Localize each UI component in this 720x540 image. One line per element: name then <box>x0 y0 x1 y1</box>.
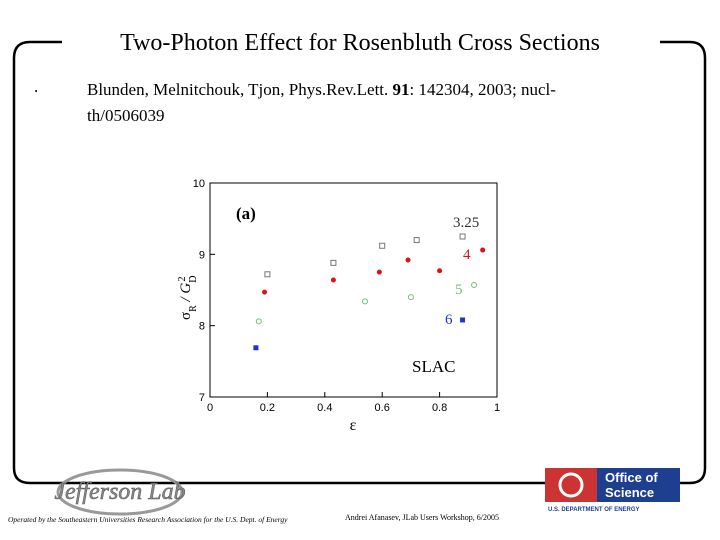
y-tick-label: 9 <box>199 249 205 261</box>
x-tick-label: 0.6 <box>375 402 390 414</box>
plot-frame <box>209 182 498 398</box>
y-label: σR / GD2 <box>177 276 199 321</box>
point <box>330 259 337 266</box>
point <box>262 289 268 295</box>
chart: 0 0.2 0.4 0.6 0.8 1 7 8 9 10 ε σR / GD2 (a) SLAC 3.25 4… <box>177 178 501 434</box>
point <box>480 247 486 253</box>
y-tick-label: 7 <box>199 392 205 404</box>
bullet-part: : 142304, 2003; nucl-th/0506039 <box>87 80 556 125</box>
point <box>255 318 262 325</box>
annotation: SLAC <box>412 357 455 376</box>
office-logo-panel <box>597 468 680 502</box>
point <box>437 268 443 274</box>
bullet-text: Blunden, Melnitchouk, Tjon, Phys.Rev.Let… <box>87 77 607 129</box>
point <box>264 271 271 278</box>
series-label: 6 <box>445 312 453 328</box>
credit: Andrei Afanasev, JLab Users Workshop, 6/… <box>345 513 499 522</box>
panel-label: (a) <box>236 204 256 223</box>
office-logo-line: Office of <box>605 470 658 485</box>
y-tick-label: 10 <box>193 178 205 190</box>
lab-logo-swoosh <box>56 468 184 516</box>
series-label: 3.25 <box>453 215 479 231</box>
point <box>330 277 336 283</box>
y-label-part: R <box>188 305 199 312</box>
x-tick-label: 0.2 <box>260 402 275 414</box>
x-tick-label: 0.8 <box>432 402 447 414</box>
x-tick-label: 0.4 <box>317 402 332 414</box>
point <box>407 294 414 301</box>
point <box>460 317 466 323</box>
y-label-part: D <box>188 276 199 283</box>
office-logo-ring <box>558 472 584 498</box>
point <box>376 269 382 275</box>
title: Two-Photon Effect for Rosenbluth Cross S… <box>120 30 600 56</box>
bullet-part: Blunden, Melnitchouk, Tjon, Phys.Rev.Let… <box>87 80 393 99</box>
y-tick-label: 8 <box>199 321 205 333</box>
bullet-marker: . <box>34 77 39 96</box>
y-label-part: / G <box>178 283 194 306</box>
point <box>459 233 466 240</box>
frame <box>12 40 707 485</box>
bullet-volume: 91 <box>392 80 410 99</box>
point <box>379 242 386 249</box>
point <box>361 298 368 305</box>
office-logo-sub: U.S. DEPARTMENT OF ENERGY <box>548 507 640 513</box>
point <box>413 237 420 244</box>
x-tick-label: 0 <box>207 402 213 414</box>
series-label: 4 <box>463 247 471 263</box>
y-label-part: σ <box>178 312 194 320</box>
lab-logo: Jefferson Lab <box>54 479 185 505</box>
x-tick-label: 1 <box>494 402 500 414</box>
operator-note: Operated by the Southeastern Universitie… <box>8 515 288 524</box>
point <box>253 345 259 351</box>
y-label-part: 2 <box>177 277 188 282</box>
point <box>405 257 411 263</box>
office-logo-line: Science <box>605 485 654 500</box>
point <box>471 282 478 289</box>
series-label: 5 <box>455 282 463 298</box>
x-label: ε <box>350 417 357 434</box>
